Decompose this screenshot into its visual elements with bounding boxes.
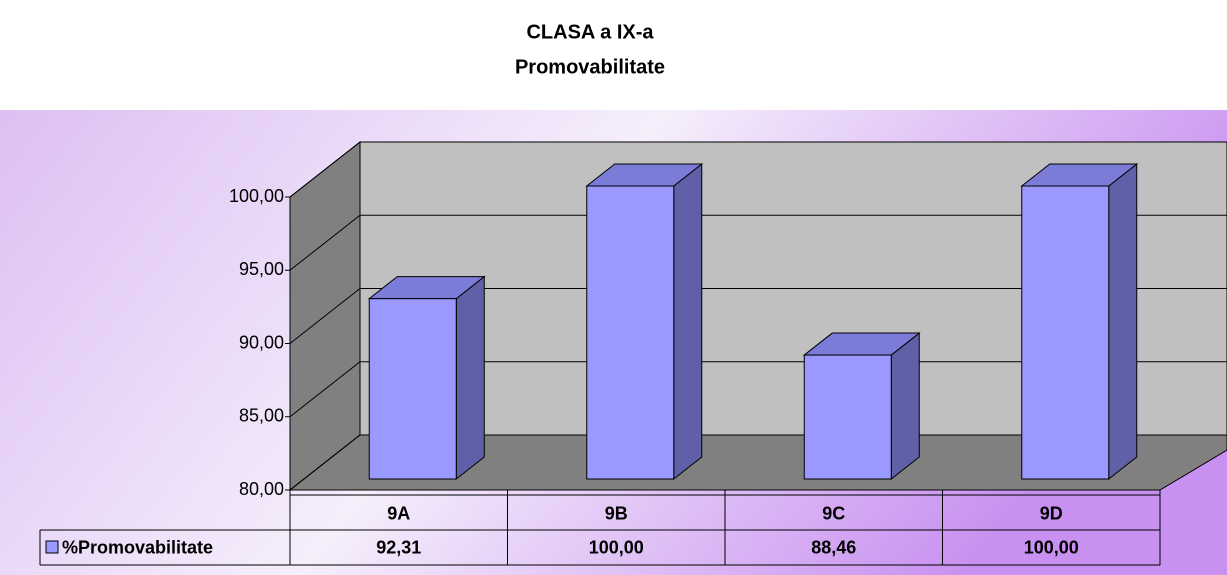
legend-key xyxy=(45,540,59,554)
y-tick-label: 90,00 xyxy=(239,332,284,352)
data-label: 92,31 xyxy=(376,537,421,557)
y-tick-label: 95,00 xyxy=(239,259,284,279)
bar xyxy=(803,354,892,480)
y-tick-label: 100,00 xyxy=(229,186,284,206)
x-tick-label: 9B xyxy=(605,503,628,523)
chart-title: CLASA a IX-a xyxy=(526,21,654,43)
y-tick-label: 80,00 xyxy=(239,479,284,499)
data-label: 88,46 xyxy=(811,537,856,557)
chart-subtitle: Promovabilitate xyxy=(515,56,665,78)
data-label: 100,00 xyxy=(1024,537,1079,557)
bar-side xyxy=(673,162,703,481)
y-tick-label: 85,00 xyxy=(239,406,284,426)
bar-side xyxy=(890,332,920,481)
bar xyxy=(586,185,675,480)
x-tick-label: 9A xyxy=(387,503,410,523)
bar xyxy=(1021,185,1110,480)
data-label: 100,00 xyxy=(589,537,644,557)
grid-line xyxy=(289,434,361,491)
bar-side xyxy=(1108,162,1138,481)
grid-line xyxy=(289,288,361,344)
grid-line xyxy=(289,361,361,418)
bar-side xyxy=(455,275,485,481)
bar xyxy=(368,298,457,480)
legend-label: %Promovabilitate xyxy=(62,537,213,557)
grid-line xyxy=(289,214,361,271)
x-tick-label: 9C xyxy=(822,503,845,523)
grid-line xyxy=(289,141,361,198)
x-tick-label: 9D xyxy=(1040,503,1063,523)
